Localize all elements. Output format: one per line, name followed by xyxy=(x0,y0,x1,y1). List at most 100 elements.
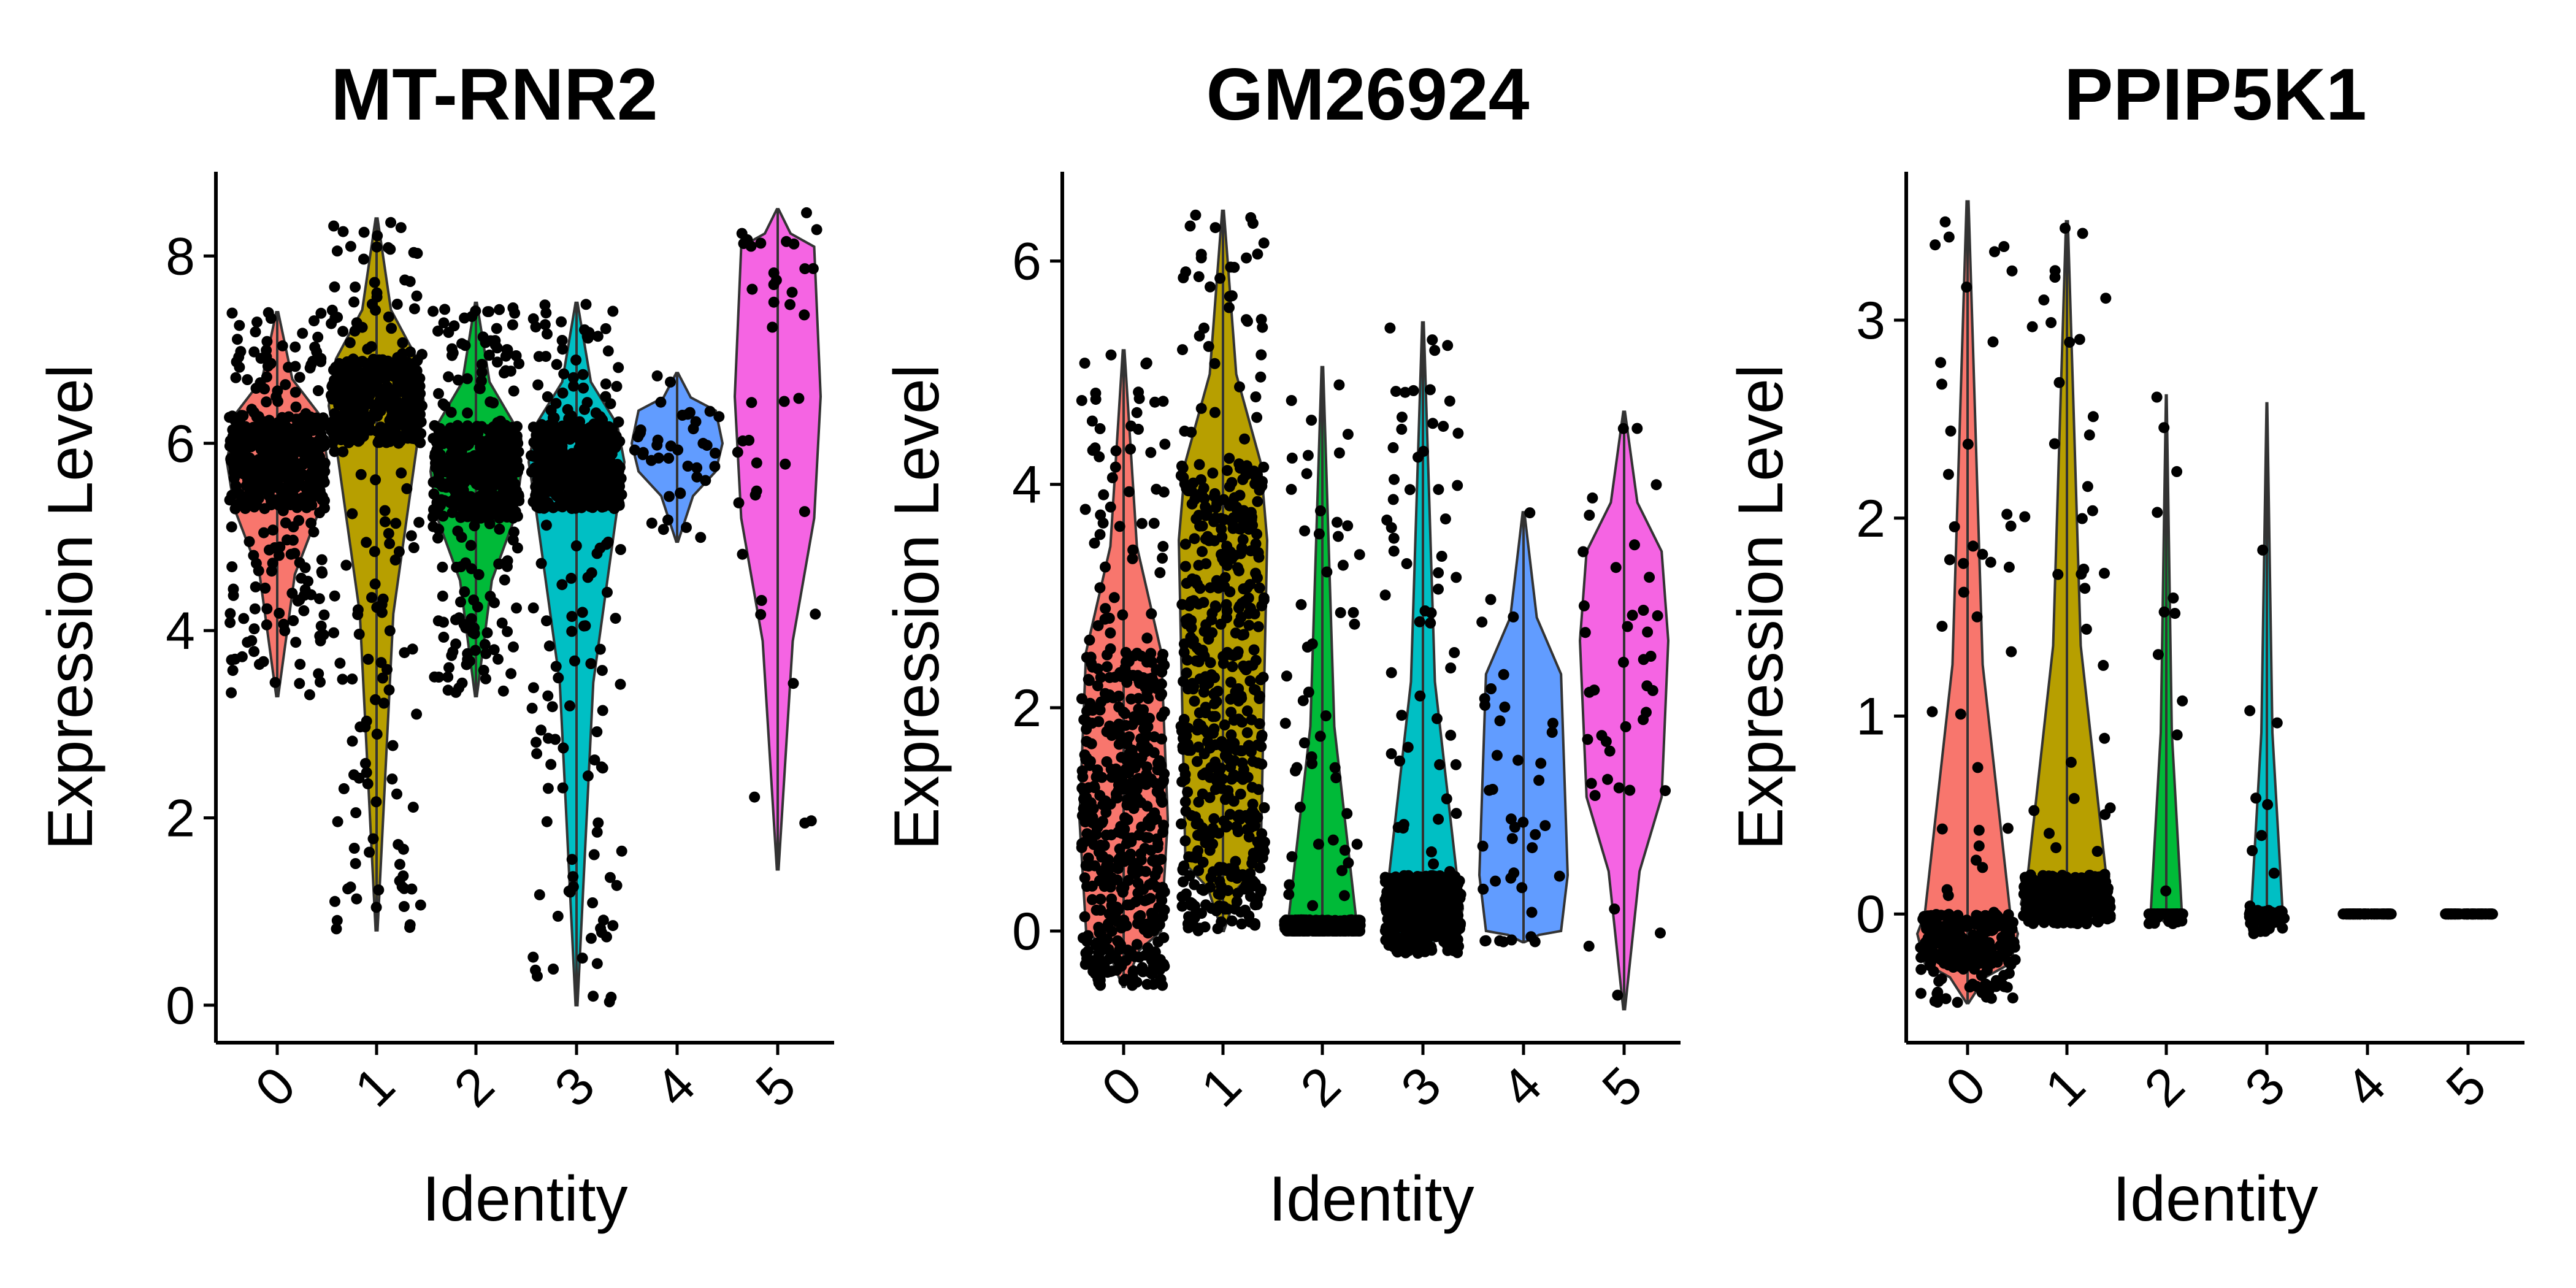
data-point xyxy=(2076,513,2088,524)
data-point xyxy=(370,902,382,913)
data-point xyxy=(2005,520,2017,532)
data-point xyxy=(1384,322,1396,334)
data-point xyxy=(1647,684,1658,696)
data-point xyxy=(1100,603,1111,615)
data-point xyxy=(243,536,255,548)
data-point xyxy=(315,307,327,319)
data-point xyxy=(338,783,350,794)
data-point xyxy=(315,677,326,688)
data-point xyxy=(567,871,579,883)
data-point xyxy=(1232,826,1244,838)
data-point xyxy=(1449,647,1460,658)
panel-title: MT-RNR2 xyxy=(331,53,657,136)
data-point xyxy=(778,396,790,407)
data-point xyxy=(690,416,702,427)
data-point xyxy=(601,931,612,943)
data-point xyxy=(1933,975,1945,987)
data-point xyxy=(1094,529,1106,540)
data-point xyxy=(558,368,570,380)
data-point xyxy=(1101,726,1113,737)
data-point xyxy=(1120,646,1132,658)
data-point xyxy=(577,369,589,380)
data-point xyxy=(270,439,282,450)
data-point xyxy=(1479,693,1490,704)
data-point xyxy=(1225,649,1237,661)
data-point xyxy=(1589,684,1600,696)
data-point xyxy=(1386,667,1397,678)
data-point xyxy=(1216,736,1227,748)
data-point xyxy=(1195,248,1207,260)
data-point xyxy=(248,646,260,657)
data-point xyxy=(1132,773,1143,785)
data-point xyxy=(386,773,398,785)
data-point xyxy=(615,544,626,555)
data-point xyxy=(283,361,294,373)
data-point xyxy=(1200,899,1211,911)
data-point xyxy=(1945,425,1957,437)
data-point xyxy=(1253,551,1265,563)
data-point xyxy=(1078,784,1089,796)
data-point xyxy=(527,602,539,614)
data-point xyxy=(1546,727,1558,738)
data-point xyxy=(1977,548,1988,560)
data-point xyxy=(350,807,362,819)
data-point xyxy=(391,299,403,310)
data-point xyxy=(1148,925,1159,937)
data-point xyxy=(479,485,490,496)
data-point xyxy=(1258,592,1270,604)
data-point xyxy=(1144,713,1155,724)
data-point xyxy=(768,296,780,308)
data-point xyxy=(399,647,410,659)
data-point xyxy=(473,383,485,394)
data-point xyxy=(250,383,262,394)
data-point xyxy=(2087,411,2099,423)
data-point xyxy=(1478,883,1489,895)
data-point xyxy=(768,267,780,278)
data-point xyxy=(329,281,340,293)
data-point xyxy=(288,521,299,532)
data-point xyxy=(454,496,466,508)
data-point xyxy=(545,759,557,770)
data-point xyxy=(558,742,569,754)
data-point xyxy=(411,708,423,720)
data-point xyxy=(1176,900,1188,912)
data-point xyxy=(570,355,582,366)
data-point xyxy=(2100,293,2112,304)
data-point xyxy=(508,526,519,538)
data-point xyxy=(1133,692,1144,704)
data-point xyxy=(290,637,302,648)
data-point xyxy=(542,783,554,794)
data-point xyxy=(1193,559,1205,571)
data-point xyxy=(1204,792,1216,803)
data-point xyxy=(749,489,761,501)
data-point xyxy=(1508,867,1520,879)
data-point xyxy=(565,572,577,584)
data-point xyxy=(478,664,489,676)
data-point xyxy=(395,222,407,234)
data-point xyxy=(1105,501,1116,513)
data-point xyxy=(1213,582,1224,594)
data-point xyxy=(489,339,501,351)
data-point xyxy=(553,460,564,472)
data-point xyxy=(1130,670,1142,682)
data-point xyxy=(307,420,318,432)
data-point xyxy=(249,426,261,437)
data-point xyxy=(1258,237,1270,249)
data-point xyxy=(1982,964,1993,976)
data-point xyxy=(1320,710,1332,722)
data-point xyxy=(1428,858,1439,870)
data-point xyxy=(354,370,366,381)
data-point xyxy=(1295,599,1307,610)
data-point xyxy=(1967,978,1979,990)
data-point xyxy=(1943,231,1955,243)
data-point xyxy=(1622,621,1633,632)
data-point xyxy=(1179,796,1191,808)
data-point xyxy=(505,668,517,680)
data-point xyxy=(1332,531,1344,542)
data-point xyxy=(736,228,748,239)
data-point xyxy=(1247,519,1259,531)
data-point xyxy=(1214,875,1225,887)
data-point xyxy=(1351,922,1362,933)
data-point xyxy=(1156,654,1168,665)
data-point xyxy=(704,405,716,417)
